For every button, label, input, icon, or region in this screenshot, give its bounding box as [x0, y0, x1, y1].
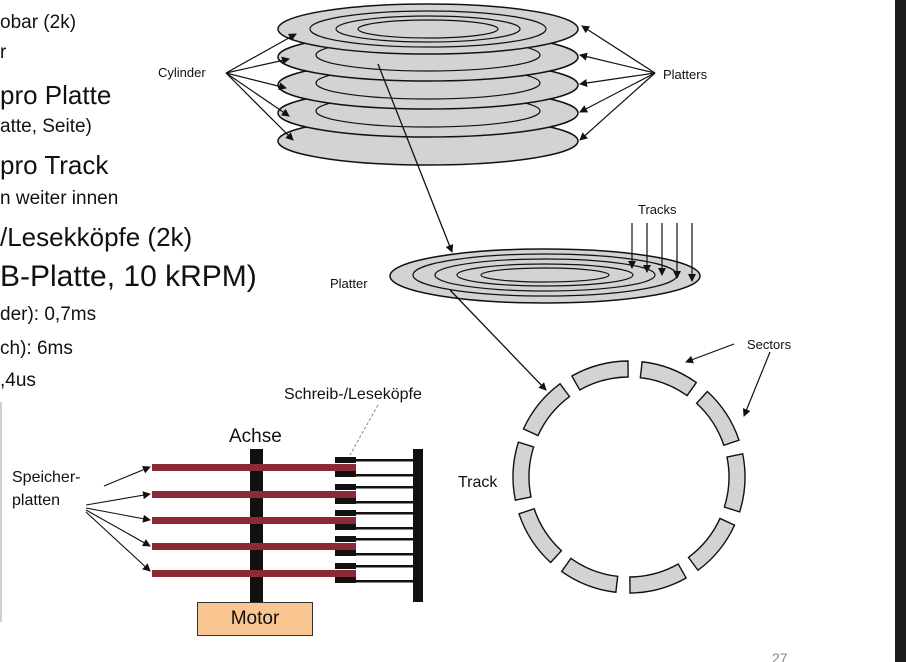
head-rail [413, 449, 423, 602]
read-write-head [335, 550, 356, 556]
cylinder-label: Cylinder [158, 65, 206, 80]
storage-platter-1 [152, 464, 356, 471]
track-label: Track [458, 474, 498, 491]
bullet-text-3: pro Platte [0, 80, 112, 110]
head-arm [356, 474, 416, 477]
head-arm [356, 527, 416, 530]
sector-9 [522, 382, 571, 437]
sectors-label: Sectors [747, 337, 792, 352]
bullet-text-11: ,4us [0, 370, 36, 391]
tracks-label: Tracks [638, 202, 677, 217]
storage-platter-2 [152, 491, 356, 498]
platter-stack [277, 3, 579, 166]
drive-mechanism [152, 449, 423, 602]
tracks-arrows [628, 223, 696, 282]
read-write-head [335, 536, 356, 542]
figure-frame-edge [0, 402, 2, 622]
platter-label: Platter [330, 276, 368, 291]
bullet-text-10: ch): 6ms [0, 338, 73, 359]
bullet-text-5: pro Track [0, 150, 109, 180]
sector-8 [512, 441, 535, 501]
read-write-head [335, 524, 356, 530]
sector-6 [560, 557, 619, 594]
read-write-head [335, 457, 356, 463]
bullet-text-8: B-Platte, 10 kRPM) [0, 260, 257, 293]
sectors-arrows [685, 343, 771, 417]
track-ring [512, 360, 746, 594]
head-arm [356, 501, 416, 504]
platters-label: Platters [663, 67, 708, 82]
sector-1 [639, 360, 698, 397]
head-arm [356, 538, 416, 541]
head-arm [356, 486, 416, 489]
bullet-text-1: obar (2k) [0, 12, 77, 33]
sector-10 [570, 360, 629, 391]
head-arm [356, 512, 416, 515]
sector-5 [629, 563, 688, 594]
storage-platter-3 [152, 517, 356, 524]
bullet-text-7: /Lesekköpfe (2k) [0, 222, 193, 252]
head-arm [356, 580, 416, 583]
motor-box: Motor [197, 602, 313, 636]
axis-shaft [250, 449, 263, 602]
storage-platter-5 [152, 570, 356, 577]
bullet-text-9: der): 0,7ms [0, 304, 97, 325]
heads-label: Schreib-/Leseköpfe [284, 386, 422, 403]
read-write-head [335, 577, 356, 583]
read-write-head [335, 510, 356, 516]
speicherplatten-arrows [85, 465, 151, 572]
platter-to-track-arrow [449, 289, 547, 391]
storage-platter-4 [152, 543, 356, 550]
cylinder-arrows [225, 33, 297, 141]
read-write-head [335, 484, 356, 490]
bullet-text-2: r [0, 42, 7, 63]
page-number: 27 [772, 650, 788, 662]
window-edge [895, 0, 906, 662]
single-platter [389, 248, 701, 304]
bullet-text-6: n weiter innen [0, 188, 119, 209]
motor-label: Motor [230, 608, 280, 629]
sector-3 [723, 453, 746, 513]
platter-stack-disk-1 [277, 3, 579, 55]
heads-leader-line [349, 404, 379, 456]
sector-2 [695, 390, 740, 447]
read-write-head [335, 563, 356, 569]
stack-to-platter-arrow [377, 63, 454, 253]
sector-7 [518, 507, 563, 564]
axis-label: Achse [229, 426, 282, 447]
read-write-head [335, 471, 356, 477]
speicherplatten-label-line1: Speicher- [12, 469, 81, 486]
bullet-text-4: atte, Seite) [0, 116, 92, 137]
head-arm [356, 565, 416, 568]
sector-4 [687, 517, 736, 572]
head-arm [356, 459, 416, 462]
read-write-head [335, 498, 356, 504]
head-arm [356, 553, 416, 556]
platters-arrows [579, 25, 656, 141]
speicherplatten-label-line2: platten [12, 492, 61, 509]
